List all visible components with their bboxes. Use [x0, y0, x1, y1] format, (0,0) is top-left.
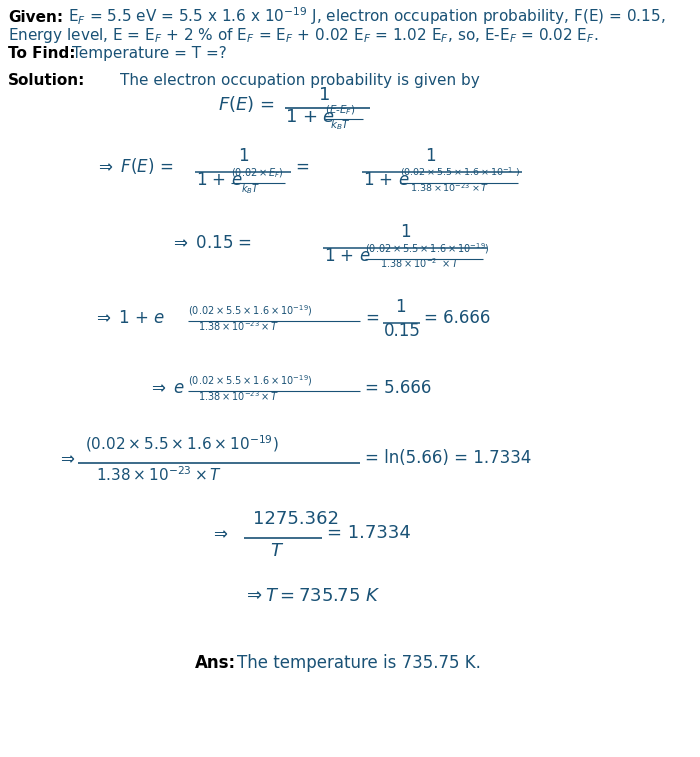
Text: $(0.02\times5.5\times1.6\times10^{-19})$: $(0.02\times5.5\times1.6\times10^{-19})$: [365, 241, 489, 256]
Text: $\Rightarrow$ 1 + $e$: $\Rightarrow$ 1 + $e$: [93, 309, 165, 327]
Text: E$_F$ = 5.5 eV = 5.5 x 1.6 x 10$^{-19}$ J, electron occupation probability, F(E): E$_F$ = 5.5 eV = 5.5 x 1.6 x 10$^{-19}$ …: [68, 5, 666, 27]
Text: To Find:: To Find:: [8, 46, 76, 61]
Text: 1: 1: [319, 86, 330, 104]
Text: Temperature = T =?: Temperature = T =?: [72, 46, 227, 61]
Text: = 5.666: = 5.666: [365, 379, 431, 397]
Text: $(E$-$E_F)$: $(E$-$E_F)$: [325, 103, 356, 117]
Text: Ans:: Ans:: [195, 654, 236, 672]
Text: $\Rightarrow$: $\Rightarrow$: [210, 524, 228, 542]
Text: $\Rightarrow$ $F(E)$ =: $\Rightarrow$ $F(E)$ =: [95, 156, 173, 176]
Text: $1.38\times10^{-23}\times T$: $1.38\times10^{-23}\times T$: [198, 319, 279, 333]
Text: $T$: $T$: [270, 542, 284, 560]
Text: $(0.02\times E_F)$: $(0.02\times E_F)$: [231, 167, 284, 180]
Text: $\Rightarrow T = 735.75\ K$: $\Rightarrow T = 735.75\ K$: [243, 587, 381, 605]
Text: Solution:: Solution:: [8, 73, 85, 88]
Text: 1 + $e$: 1 + $e$: [363, 171, 410, 189]
Text: 1: 1: [425, 147, 435, 165]
Text: 1 + $e$: 1 + $e$: [196, 171, 243, 189]
Text: =: =: [365, 309, 379, 327]
Text: = 1.7334: = 1.7334: [327, 524, 411, 542]
Text: = 6.666: = 6.666: [424, 309, 491, 327]
Text: 1 + $e$: 1 + $e$: [324, 247, 370, 265]
Text: 1275.362: 1275.362: [253, 510, 339, 528]
Text: $1.38\times10^{-2}\ \times T$: $1.38\times10^{-2}\ \times T$: [380, 256, 461, 270]
Text: $1.38\times10^{-23}\times T$: $1.38\times10^{-23}\times T$: [410, 182, 489, 194]
Text: $1.38 \times 10^{-23} \times T$: $1.38 \times 10^{-23} \times T$: [96, 466, 222, 484]
Text: $\Rightarrow$ 0.15 =: $\Rightarrow$ 0.15 =: [170, 234, 252, 252]
Text: $\Rightarrow$ $e$: $\Rightarrow$ $e$: [148, 379, 186, 397]
Text: 1: 1: [395, 298, 405, 316]
Text: $F(E)$ =: $F(E)$ =: [218, 94, 274, 114]
Text: $(0.02\times5.5\times1.6\times10^{-1}$ ): $(0.02\times5.5\times1.6\times10^{-1}$ ): [400, 166, 520, 179]
Text: 0.15: 0.15: [384, 322, 421, 340]
Text: The electron occupation probability is given by: The electron occupation probability is g…: [120, 73, 480, 88]
Text: $(0.02 \times 5.5 \times 1.6 \times 10^{-19})$: $(0.02 \times 5.5 \times 1.6 \times 10^{…: [85, 433, 279, 453]
Text: $(0.02\times5.5\times1.6\times10^{-19})$: $(0.02\times5.5\times1.6\times10^{-19})$: [188, 303, 313, 317]
Text: Energy level, E = E$_F$ + 2 % of E$_F$ = E$_F$ + 0.02 E$_F$ = 1.02 E$_F$, so, E-: Energy level, E = E$_F$ + 2 % of E$_F$ =…: [8, 26, 598, 45]
Text: $k_BT$: $k_BT$: [330, 118, 350, 132]
Text: 1: 1: [238, 147, 248, 165]
Text: The temperature is 735.75 K.: The temperature is 735.75 K.: [237, 654, 481, 672]
Text: $(0.02\times5.5\times1.6\times10^{-19})$: $(0.02\times5.5\times1.6\times10^{-19})$: [188, 372, 313, 388]
Text: = ln(5.66) = 1.7334: = ln(5.66) = 1.7334: [365, 449, 531, 467]
Text: $\Rightarrow$: $\Rightarrow$: [57, 449, 76, 467]
Text: $k_BT$: $k_BT$: [241, 182, 260, 196]
Text: 1 + $e$: 1 + $e$: [285, 108, 335, 126]
Text: Given:: Given:: [8, 10, 63, 25]
Text: =: =: [295, 158, 309, 176]
Text: $1.38\times10^{-23}\times T$: $1.38\times10^{-23}\times T$: [198, 389, 279, 403]
Text: 1: 1: [400, 223, 410, 241]
